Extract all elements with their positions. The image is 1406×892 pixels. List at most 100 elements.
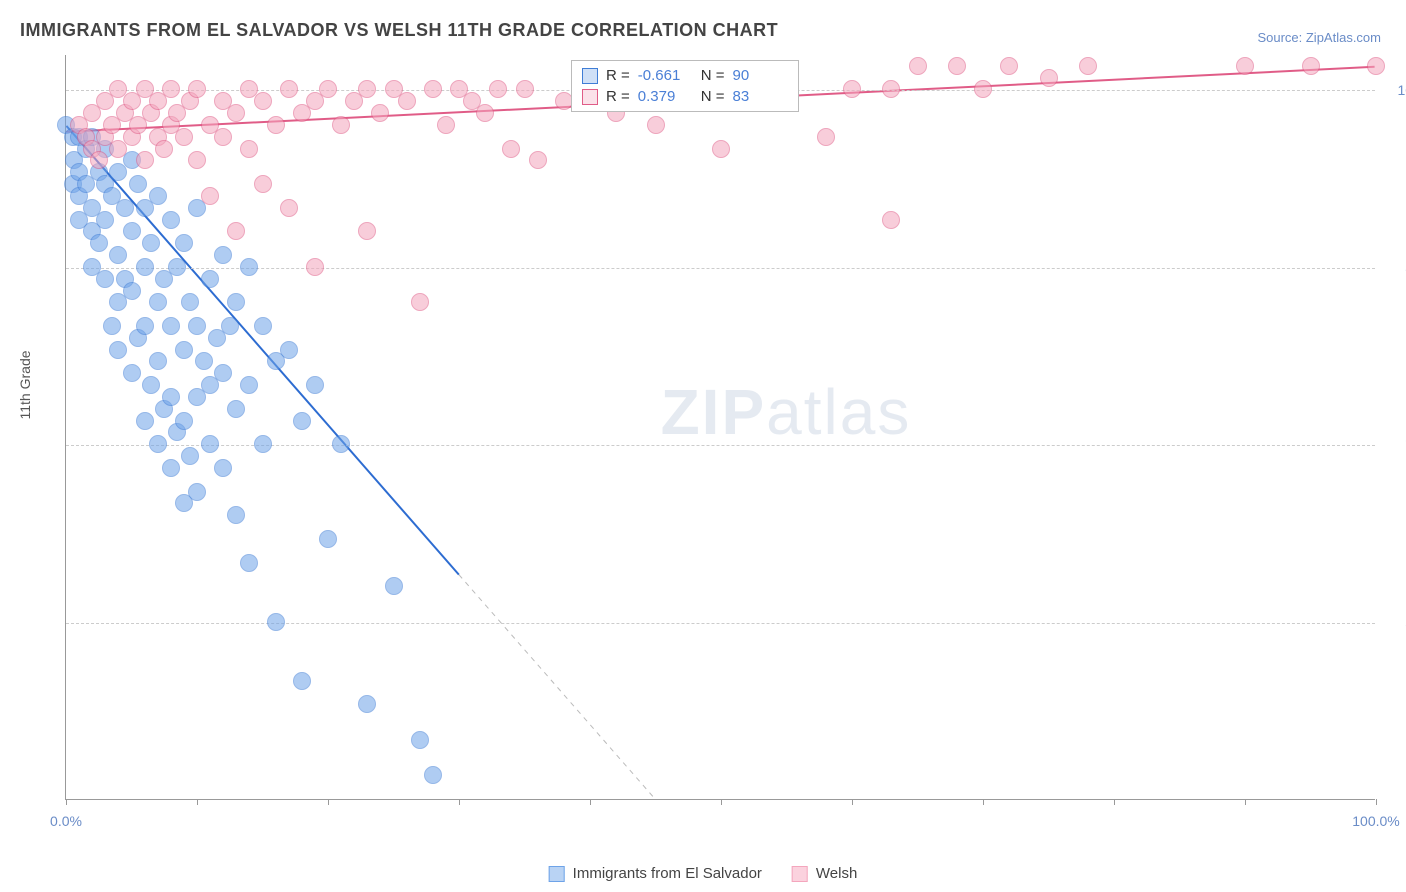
data-point <box>358 695 376 713</box>
data-point <box>267 116 285 134</box>
data-point <box>974 80 992 98</box>
r-value: 0.379 <box>638 88 693 105</box>
data-point <box>188 317 206 335</box>
data-point <box>227 400 245 418</box>
data-point <box>254 175 272 193</box>
data-point <box>116 199 134 217</box>
data-point <box>168 258 186 276</box>
data-point <box>162 459 180 477</box>
legend-item: Immigrants from El Salvador <box>549 865 762 882</box>
data-point <box>201 270 219 288</box>
data-point <box>280 199 298 217</box>
data-point <box>1236 57 1254 75</box>
data-point <box>240 376 258 394</box>
x-tick <box>197 799 198 805</box>
legend-label: Welsh <box>816 865 857 882</box>
data-point <box>358 222 376 240</box>
data-point <box>175 234 193 252</box>
legend-swatch <box>549 866 565 882</box>
x-tick <box>1114 799 1115 805</box>
legend-row: R =-0.661N =90 <box>582 65 788 86</box>
data-point <box>489 80 507 98</box>
data-point <box>90 234 108 252</box>
data-point <box>280 80 298 98</box>
data-point <box>142 234 160 252</box>
data-point <box>221 317 239 335</box>
data-point <box>882 80 900 98</box>
r-label: R = <box>606 88 630 105</box>
source-link[interactable]: ZipAtlas.com <box>1306 30 1381 45</box>
r-label: R = <box>606 67 630 84</box>
series-legend: Immigrants from El Salvador Welsh <box>549 865 858 882</box>
n-value: 83 <box>733 88 788 105</box>
gridline <box>66 268 1375 269</box>
data-point <box>476 104 494 122</box>
data-point <box>123 222 141 240</box>
data-point <box>1040 69 1058 87</box>
data-point <box>332 116 350 134</box>
data-point <box>162 317 180 335</box>
data-point <box>214 128 232 146</box>
data-point <box>1079 57 1097 75</box>
data-point <box>136 258 154 276</box>
trend-lines <box>66 55 1375 799</box>
data-point <box>214 459 232 477</box>
legend-swatch <box>582 68 598 84</box>
data-point <box>214 364 232 382</box>
x-tick <box>66 799 67 805</box>
data-point <box>155 140 173 158</box>
y-axis-label: 11th Grade <box>17 350 33 419</box>
data-point <box>149 352 167 370</box>
data-point <box>398 92 416 110</box>
data-point <box>843 80 861 98</box>
data-point <box>319 530 337 548</box>
x-tick <box>983 799 984 805</box>
watermark-bold: ZIP <box>661 376 767 448</box>
y-tick-label: 70.0% <box>1385 437 1406 453</box>
x-tick <box>852 799 853 805</box>
data-point <box>254 317 272 335</box>
legend-item: Welsh <box>792 865 857 882</box>
gridline <box>66 623 1375 624</box>
data-point <box>319 80 337 98</box>
data-point <box>149 435 167 453</box>
x-tick-label: 0.0% <box>50 813 82 829</box>
data-point <box>123 282 141 300</box>
x-tick <box>590 799 591 805</box>
data-point <box>96 270 114 288</box>
legend-row: R =0.379N =83 <box>582 86 788 107</box>
x-tick <box>1245 799 1246 805</box>
legend-swatch <box>792 866 808 882</box>
data-point <box>123 364 141 382</box>
data-point <box>293 412 311 430</box>
data-point <box>293 672 311 690</box>
data-point <box>254 92 272 110</box>
data-point <box>529 151 547 169</box>
data-point <box>136 317 154 335</box>
x-tick <box>459 799 460 805</box>
data-point <box>175 412 193 430</box>
legend-swatch <box>582 89 598 105</box>
source-label: Source: <box>1257 30 1305 45</box>
data-point <box>214 246 232 264</box>
data-point <box>240 140 258 158</box>
data-point <box>90 151 108 169</box>
data-point <box>227 104 245 122</box>
data-point <box>882 211 900 229</box>
data-point <box>358 80 376 98</box>
data-point <box>103 317 121 335</box>
data-point <box>424 80 442 98</box>
data-point <box>437 116 455 134</box>
data-point <box>149 187 167 205</box>
data-point <box>1367 57 1385 75</box>
data-point <box>385 577 403 595</box>
data-point <box>181 293 199 311</box>
x-tick <box>328 799 329 805</box>
data-point <box>647 116 665 134</box>
data-point <box>175 341 193 359</box>
data-point <box>136 151 154 169</box>
scatter-plot: ZIPatlas R =-0.661N =90R =0.379N =83 55.… <box>65 55 1375 800</box>
data-point <box>162 388 180 406</box>
data-point <box>306 376 324 394</box>
data-point <box>201 435 219 453</box>
